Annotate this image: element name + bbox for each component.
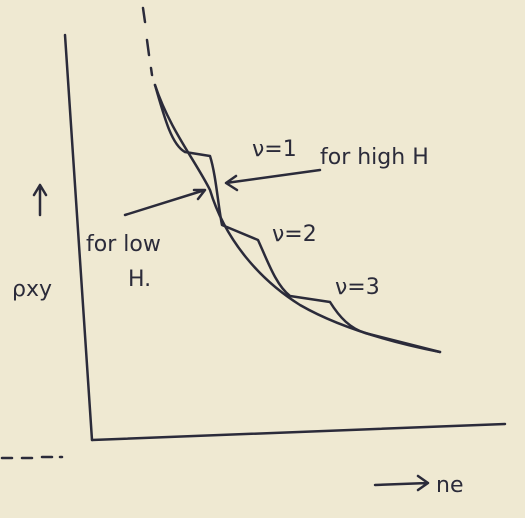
x-label: ne xyxy=(436,473,463,498)
note-low: H. xyxy=(128,267,151,292)
note-low: for low xyxy=(86,232,161,257)
sketch: ν=1 for high H ν=2 ν=3 for low H. ρxy ne xyxy=(0,0,525,518)
plateau-label: ν=2 xyxy=(272,222,317,247)
note-high: for high H xyxy=(320,145,429,170)
y-label: ρxy xyxy=(12,277,52,302)
plateau-label: ν=3 xyxy=(335,275,380,300)
plateau-label: ν=1 xyxy=(252,137,297,162)
